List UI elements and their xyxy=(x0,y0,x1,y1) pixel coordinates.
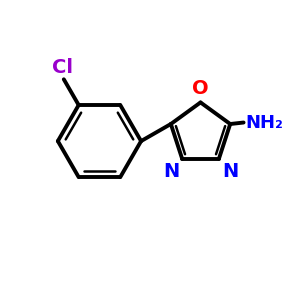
Text: O: O xyxy=(192,79,209,98)
Text: N: N xyxy=(222,162,238,181)
Text: Cl: Cl xyxy=(52,58,73,77)
Text: NH₂: NH₂ xyxy=(245,113,283,131)
Text: N: N xyxy=(163,162,179,181)
